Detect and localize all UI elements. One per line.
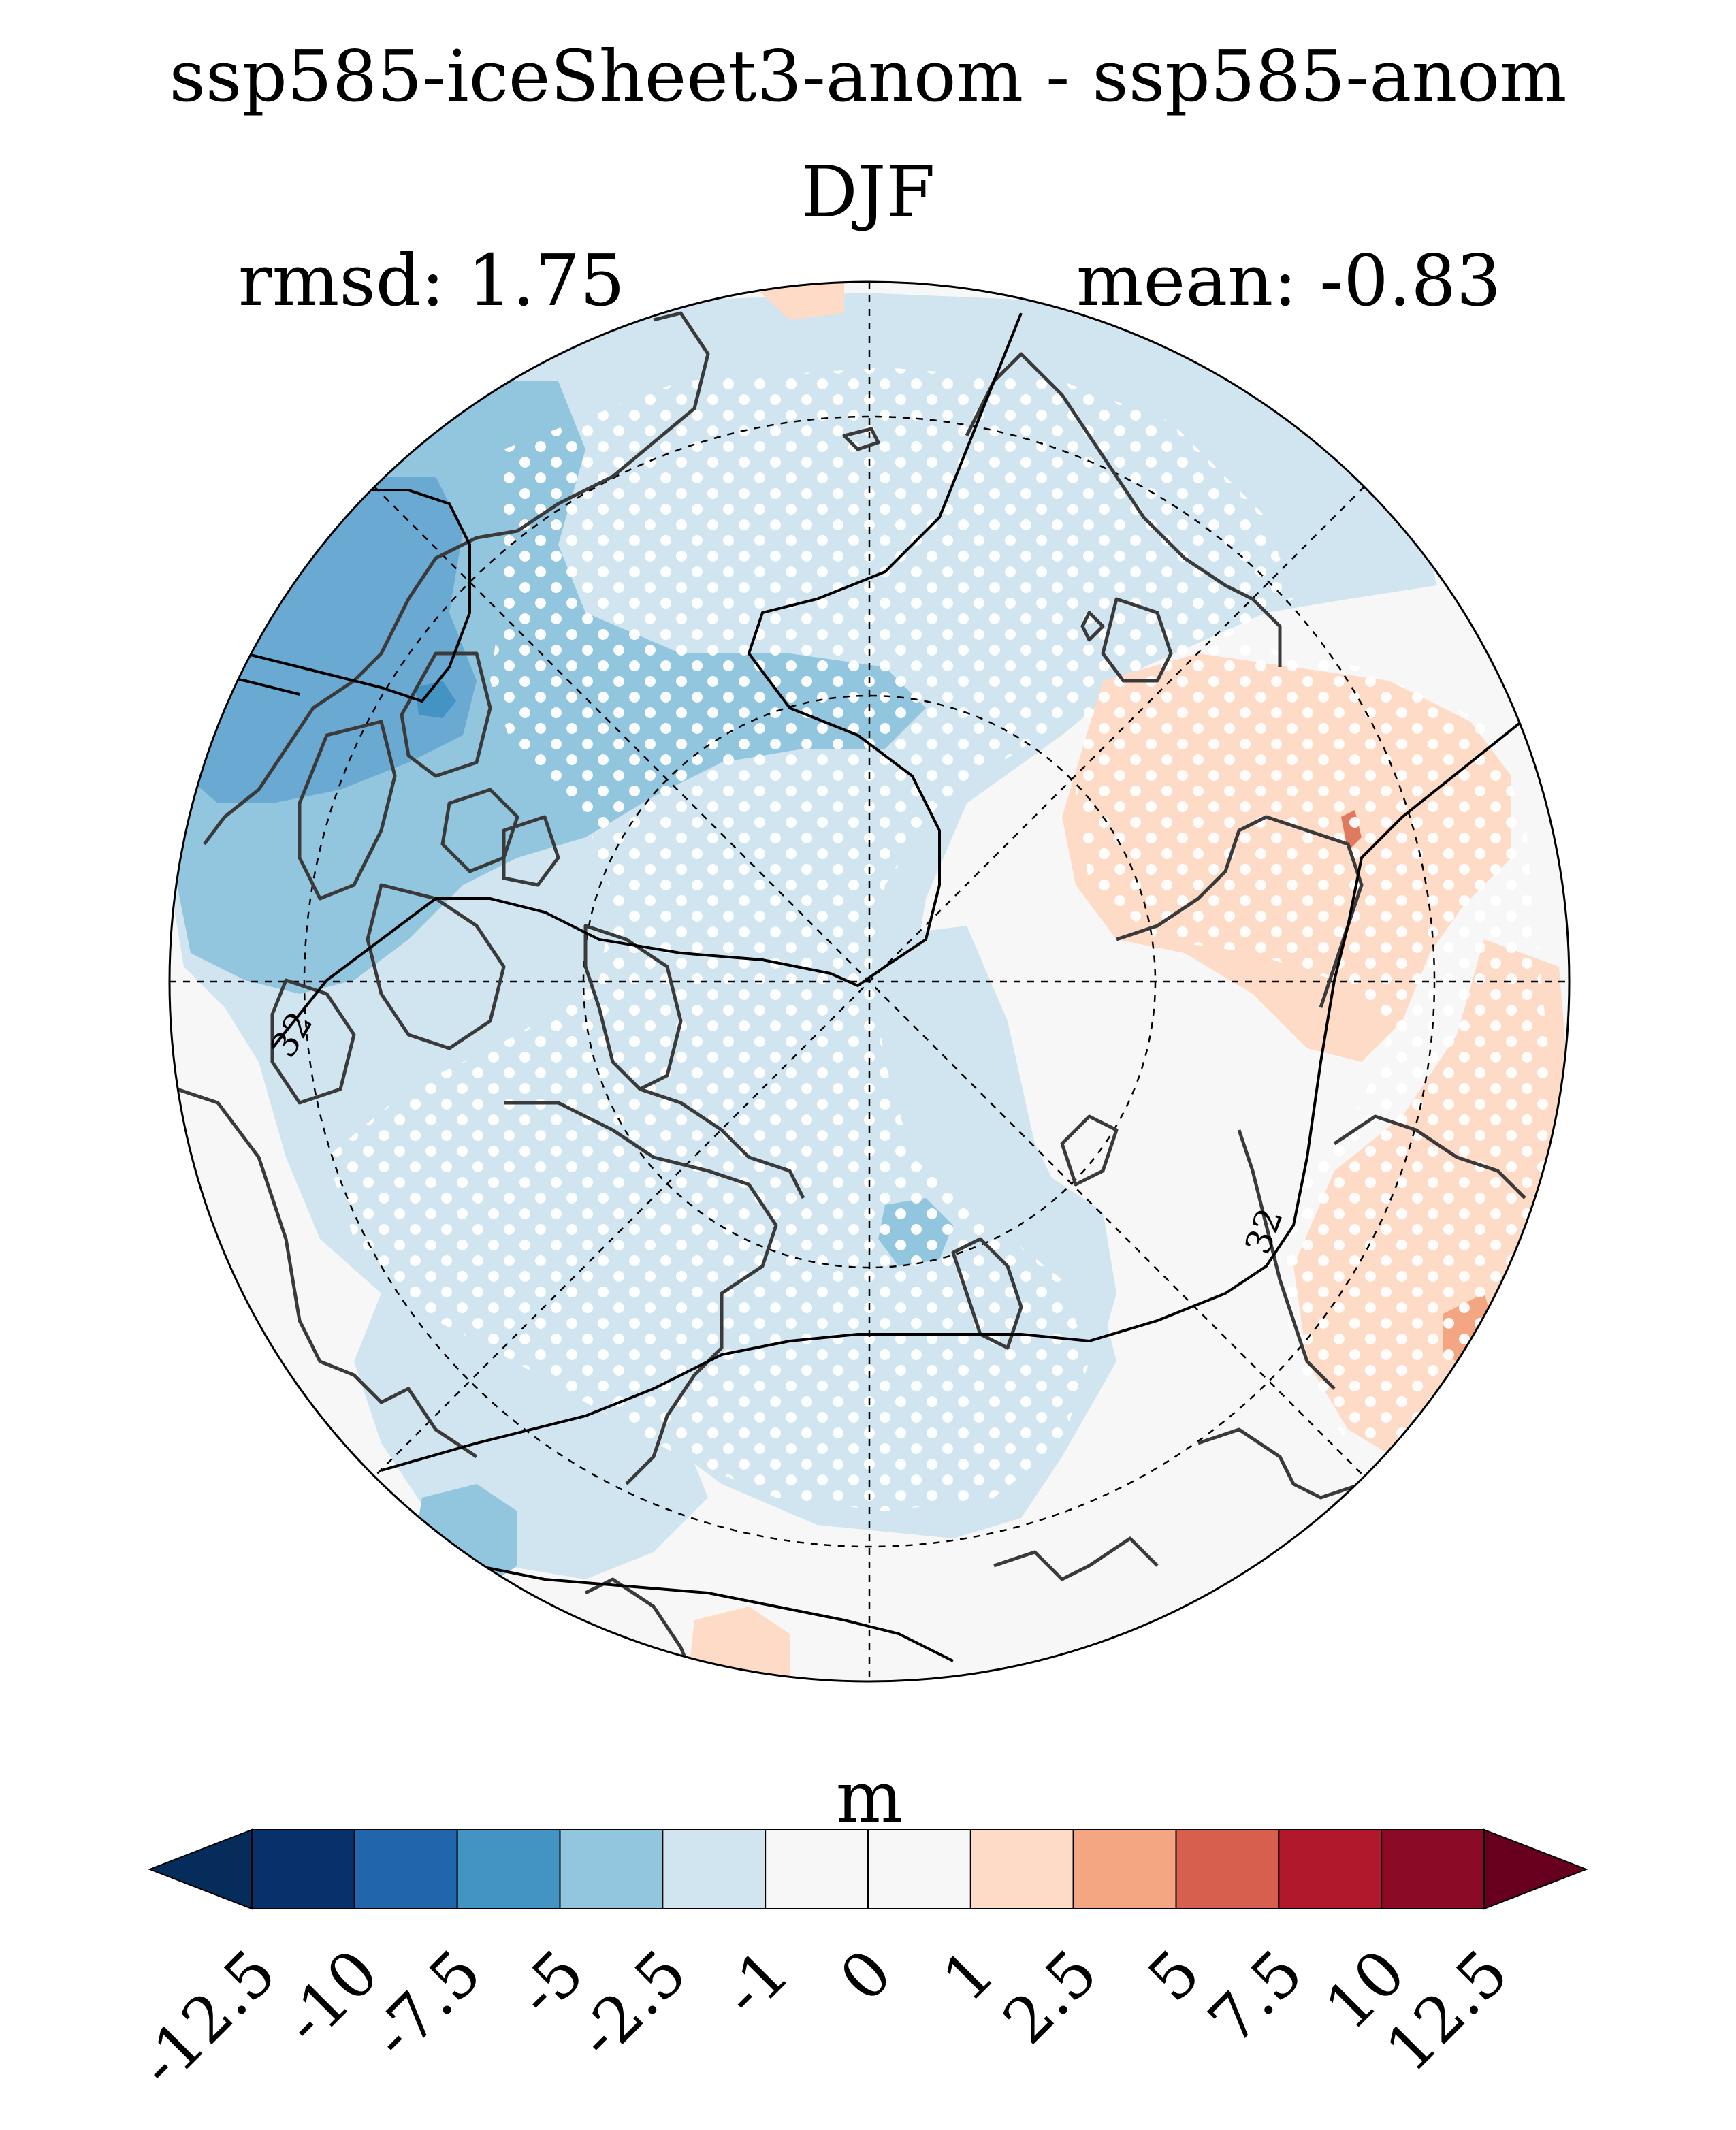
colorbar-box	[251, 1829, 355, 1909]
stippling	[327, 368, 1293, 1511]
colorbar-tick-label: -10	[270, 1936, 392, 2059]
polar-map: 32 32	[170, 282, 1569, 1681]
colorbar-box	[969, 1829, 1074, 1909]
colorbar-tick-label: 0	[826, 1936, 905, 2016]
colorbar	[148, 1828, 1588, 1910]
colorbar-unit: m	[836, 1756, 903, 1839]
colorbar-tick-label: 2.5	[989, 1936, 1111, 2058]
colorbar-extend-high	[1483, 1828, 1588, 1910]
colorbar-box	[765, 1829, 869, 1909]
colorbar-box	[456, 1829, 561, 1909]
anomaly-region-dark-blue	[170, 477, 477, 803]
anomaly-region-light-orange-4	[749, 282, 844, 320]
colorbar-tick-label: -12.5	[125, 1936, 289, 2101]
anomaly-region-deep-blue	[415, 681, 456, 718]
colorbar-box	[867, 1829, 971, 1909]
graticule	[170, 282, 1569, 1681]
colorbar-tick-label: 7.5	[1195, 1936, 1317, 2058]
colorbar-box	[1278, 1829, 1383, 1909]
colorbar-box	[1381, 1829, 1485, 1909]
colorbar-tick-label: -7.5	[358, 1936, 495, 2073]
colorbar-box	[1175, 1829, 1280, 1909]
stippling-east	[1076, 640, 1552, 1443]
colorbar-extend-low	[148, 1828, 253, 1910]
isolines	[170, 312, 1540, 1662]
colorbar-tick-label: -1	[709, 1936, 803, 2031]
rmsd-label: rmsd: 1.75	[238, 239, 625, 322]
plot-season: DJF	[801, 150, 935, 233]
plot-title: ssp585-iceSheet3-anom - ssp585-anom	[169, 35, 1566, 118]
map-boundary	[168, 280, 1571, 1683]
colorbar-box	[559, 1829, 664, 1909]
colorbar-box	[1072, 1829, 1177, 1909]
mean-label: mean: -0.83	[1076, 239, 1501, 322]
anomaly-region-light-orange-3	[688, 1607, 790, 1681]
colorbar-box	[353, 1829, 458, 1909]
colorbar-tick-label: -2.5	[564, 1936, 701, 2073]
colorbar-box	[662, 1829, 767, 1909]
